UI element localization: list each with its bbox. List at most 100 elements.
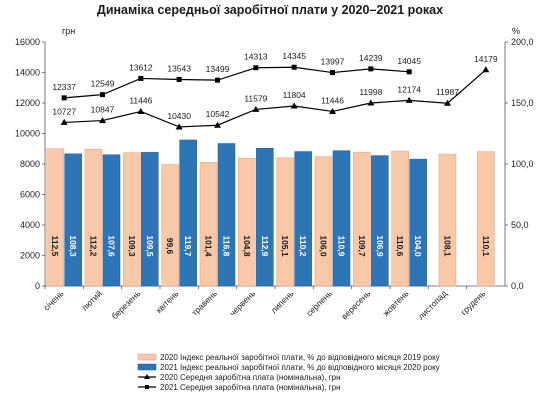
legend-label: 2021 Індекс реальної заробітної плати, %… [160, 363, 440, 372]
line-2020-value-label: 12174 [397, 84, 421, 94]
left-tick-label: 10000 [15, 129, 40, 139]
left-tick-label: 4000 [20, 220, 40, 230]
bar-2021-index [371, 155, 389, 287]
line-2020-point [214, 121, 221, 128]
line-2021-point [100, 92, 105, 98]
bar-2020-value-label: 99,6 [165, 238, 175, 255]
bar-2021-value-label: 108,3 [68, 235, 78, 257]
right-axis-unit: % [512, 26, 520, 36]
line-2020-value-label: 10847 [91, 105, 115, 115]
bar-2021-index [179, 139, 197, 287]
category-label: червень [227, 288, 257, 318]
bar-2021-value-label: 112,9 [260, 236, 270, 257]
category-label: січень [41, 288, 66, 313]
category-label: липень [269, 288, 296, 315]
bar-2021-value-label: 109,5 [145, 235, 155, 257]
bar-2020-index [238, 157, 256, 287]
line-2020-point [60, 118, 68, 125]
bar-2020-index [477, 151, 495, 287]
line-2020-point [137, 107, 145, 114]
bar-2021-value-label: 107,6 [107, 235, 117, 257]
left-tick-label: 14000 [15, 68, 40, 78]
line-2020-value-label: 10727 [52, 106, 76, 116]
category-label: серпень [304, 288, 334, 318]
bar-2021-value-label: 119,7 [183, 236, 193, 257]
legend-label: 2020 Середня заробітна плата (номінальна… [160, 373, 341, 382]
bar-2020-value-label: 112,5 [50, 236, 60, 257]
line-2020-value-label: 11987 [436, 87, 459, 97]
line-2021-point [368, 66, 374, 72]
line-2020-point [329, 107, 336, 114]
bar-2020-index [391, 150, 409, 287]
line-2021-value-label: 12337 [52, 82, 76, 92]
line-2021-point [406, 69, 412, 75]
line-2020-value-label: 11446 [321, 95, 344, 105]
right-tick-label: 150,0 [511, 98, 534, 108]
left-tick-label: 6000 [20, 190, 40, 200]
legend-triangle-marker [144, 374, 150, 379]
line-2020-value-label: 14179 [474, 54, 498, 64]
line-2020-point [405, 96, 413, 103]
bar-2021-index [217, 143, 236, 287]
plot-area: 0 2000 4000 6000 8000 10000 12000 14000 16000 0,0… [15, 37, 534, 321]
bar-2020-value-label: 109,3 [127, 235, 137, 257]
line-2021-value-label: 14239 [359, 53, 383, 63]
bar-2020-value-label: 112,2 [89, 236, 99, 257]
bar-2020-value-label: 110,6 [395, 236, 405, 257]
bar-2020-value-label: 109,7 [357, 235, 367, 257]
legend-swatch [137, 353, 157, 361]
line-2021-point [61, 95, 67, 101]
bar-2020-value-label: 105,1 [280, 235, 290, 257]
line-2020-value-label: 10542 [206, 109, 230, 119]
line-2020-value-label: 11579 [244, 93, 267, 103]
line-2021-point [138, 75, 144, 81]
bar-2020-value-label: 104,8 [242, 235, 252, 257]
line-2021-value-label: 14045 [397, 56, 421, 66]
chart-title: Динаміка середньої заробітної плати у 20… [97, 3, 443, 17]
line-2021-point [215, 77, 220, 83]
line-2020-value-label: 10430 [167, 111, 191, 121]
bar-2021-index [141, 152, 159, 287]
category-label: вересень [339, 288, 372, 321]
line-2021-value-label: 13499 [206, 64, 230, 74]
category-label: травень [189, 288, 219, 318]
right-tick-label: 200,0 [511, 37, 534, 47]
bar-2021-index [409, 158, 427, 287]
bar-2020-index [161, 164, 179, 287]
line-2020-point [175, 123, 183, 130]
bar-2021-value-label: 106,9 [375, 235, 385, 257]
line-2020-point [290, 102, 298, 109]
bar-2021-index [256, 148, 274, 287]
bar-2021-value-label: 104,0 [413, 235, 423, 257]
bar-2020-index [276, 157, 294, 287]
legend-label: 2020 Індекс реальної заробітної плати, %… [160, 353, 440, 362]
line-2021-point [330, 70, 335, 76]
line-2020-point [444, 99, 451, 106]
bar-2020-index [123, 152, 141, 287]
line-2020-value-label: 11998 [359, 87, 382, 97]
bar-2021-index [294, 151, 312, 287]
left-tick-label: 16000 [15, 37, 40, 47]
bar-2021-index [64, 153, 82, 287]
legend-swatch [137, 363, 157, 371]
line-2020-point [482, 66, 490, 73]
right-tick-label: 0,0 [511, 281, 524, 291]
line-2021-point [253, 65, 259, 71]
bar-2020-value-label: 110,1 [481, 236, 491, 257]
line-2021-value-label: 14345 [282, 51, 306, 61]
bar-2020-index [84, 148, 103, 287]
bar-2020-index [46, 148, 64, 287]
line-2021-value-label: 13997 [321, 57, 345, 67]
line-2020-point [252, 105, 260, 112]
line-2020-point [99, 117, 106, 124]
line-2021-value-label: 12549 [91, 79, 115, 89]
legend: 2020 Індекс реальної заробітної плати, %… [137, 353, 440, 392]
line-2021-value-label: 13612 [129, 62, 153, 72]
line-2021-point [291, 64, 297, 70]
legend-label: 2021 Середня заробітна плата (номінальна… [160, 383, 341, 392]
category-label: грудень [459, 288, 488, 317]
right-tick-label: 100,0 [511, 159, 534, 169]
left-tick-label: 12000 [15, 98, 40, 108]
line-2020-value-label: 11446 [129, 95, 152, 105]
bar-2021-value-label: 110,9 [337, 236, 347, 257]
